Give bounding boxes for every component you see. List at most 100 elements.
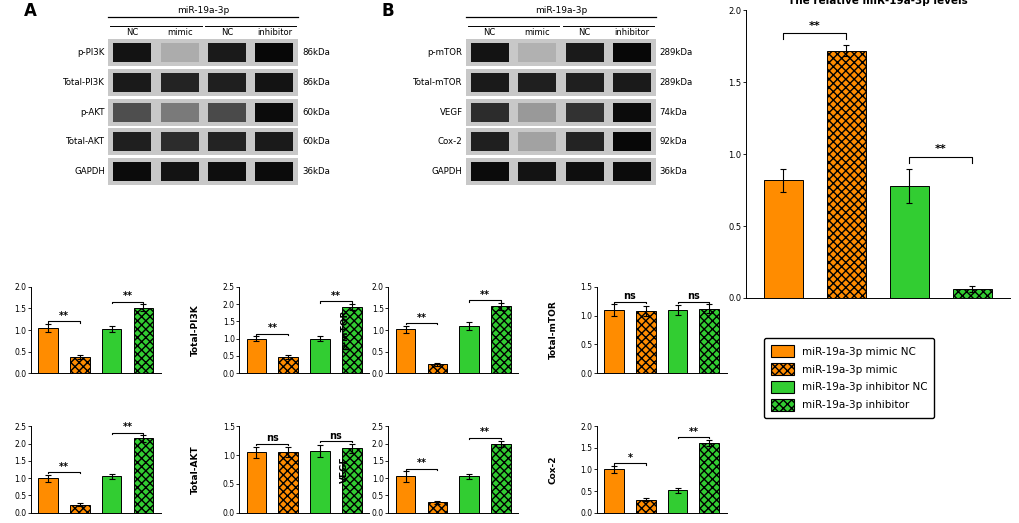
Bar [466, 99, 655, 126]
Text: p-mTOR: p-mTOR [427, 49, 463, 58]
Bar [490, 306, 511, 373]
Text: Cox-2: Cox-2 [437, 138, 463, 146]
Bar [459, 326, 479, 373]
Bar [952, 289, 990, 298]
Bar [459, 476, 479, 513]
Bar [603, 310, 624, 373]
Bar [70, 505, 90, 513]
Bar [113, 162, 151, 181]
Bar [518, 103, 555, 121]
Bar [133, 308, 153, 373]
Y-axis label: Cox-2: Cox-2 [548, 455, 557, 484]
Bar [635, 499, 655, 513]
Bar [108, 99, 298, 126]
Bar [208, 43, 246, 62]
Bar [208, 132, 246, 151]
Bar [161, 162, 199, 181]
Text: **: ** [688, 427, 698, 437]
Bar [113, 132, 151, 151]
Text: NC: NC [221, 28, 233, 37]
Bar [161, 103, 199, 121]
Bar [667, 310, 687, 373]
Text: Total-PI3K: Total-PI3K [63, 78, 105, 87]
Bar [612, 73, 650, 92]
Bar [38, 328, 58, 373]
Text: inhibitor: inhibitor [257, 28, 291, 37]
Text: miR-19a-3p: miR-19a-3p [534, 6, 586, 15]
Text: GAPDH: GAPDH [74, 167, 105, 176]
Text: GAPDH: GAPDH [431, 167, 463, 176]
Text: NC: NC [578, 28, 590, 37]
Bar [255, 73, 293, 92]
Y-axis label: Total-mTOR: Total-mTOR [548, 301, 557, 359]
Bar [635, 311, 655, 373]
Bar [612, 43, 650, 62]
Bar [612, 162, 650, 181]
Bar [763, 180, 802, 298]
Bar [565, 73, 603, 92]
Text: **: ** [267, 323, 277, 333]
Text: 86kDa: 86kDa [302, 78, 330, 87]
Bar [699, 309, 718, 373]
Text: **: ** [122, 291, 132, 301]
Bar [395, 329, 415, 373]
Text: 36kDa: 36kDa [302, 167, 330, 176]
Text: VEGF: VEGF [439, 108, 463, 117]
Text: 86kDa: 86kDa [302, 49, 330, 58]
Bar [38, 478, 58, 513]
Text: mimic: mimic [167, 28, 193, 37]
Bar [612, 132, 650, 151]
Bar [161, 73, 199, 92]
Text: **: ** [416, 313, 426, 323]
Bar [247, 452, 266, 513]
Bar [466, 158, 655, 185]
Bar [612, 103, 650, 121]
Title: The relative miR-19a-3p levels: The relative miR-19a-3p levels [787, 0, 967, 6]
Text: Total-AKT: Total-AKT [66, 138, 105, 146]
Bar [161, 43, 199, 62]
Text: **: ** [933, 144, 946, 154]
Text: **: ** [808, 20, 820, 30]
Bar [341, 307, 362, 373]
Bar [565, 43, 603, 62]
Bar [427, 502, 446, 513]
Bar [565, 162, 603, 181]
Bar [466, 69, 655, 96]
Text: 60kDa: 60kDa [302, 138, 330, 146]
Bar [310, 451, 329, 513]
Bar [466, 129, 655, 155]
Text: 74kDa: 74kDa [659, 108, 687, 117]
Bar [108, 129, 298, 155]
Bar [102, 476, 121, 513]
Text: inhibitor: inhibitor [613, 28, 649, 37]
Text: ns: ns [266, 434, 278, 444]
Text: ns: ns [623, 291, 636, 301]
Bar [255, 132, 293, 151]
Text: miR-19a-3p: miR-19a-3p [177, 6, 229, 15]
Text: 36kDa: 36kDa [659, 167, 687, 176]
Y-axis label: p-mTOR: p-mTOR [339, 310, 348, 350]
Bar [113, 73, 151, 92]
Bar [471, 103, 508, 121]
Bar [70, 357, 90, 373]
Text: **: ** [330, 291, 340, 301]
Text: ns: ns [687, 291, 699, 301]
Bar [471, 73, 508, 92]
Text: NC: NC [126, 28, 139, 37]
Bar [208, 103, 246, 121]
Bar [108, 158, 298, 185]
Bar [565, 103, 603, 121]
Text: **: ** [122, 422, 132, 433]
Text: *: * [627, 453, 632, 463]
Bar [889, 186, 927, 298]
Bar [255, 162, 293, 181]
Text: **: ** [480, 427, 489, 437]
Y-axis label: Total-AKT: Total-AKT [191, 445, 200, 494]
Bar [518, 132, 555, 151]
Bar [113, 103, 151, 121]
Bar [565, 132, 603, 151]
Text: NC: NC [483, 28, 495, 37]
Bar [603, 470, 624, 513]
Bar [826, 51, 865, 298]
Text: 92kDa: 92kDa [659, 138, 687, 146]
